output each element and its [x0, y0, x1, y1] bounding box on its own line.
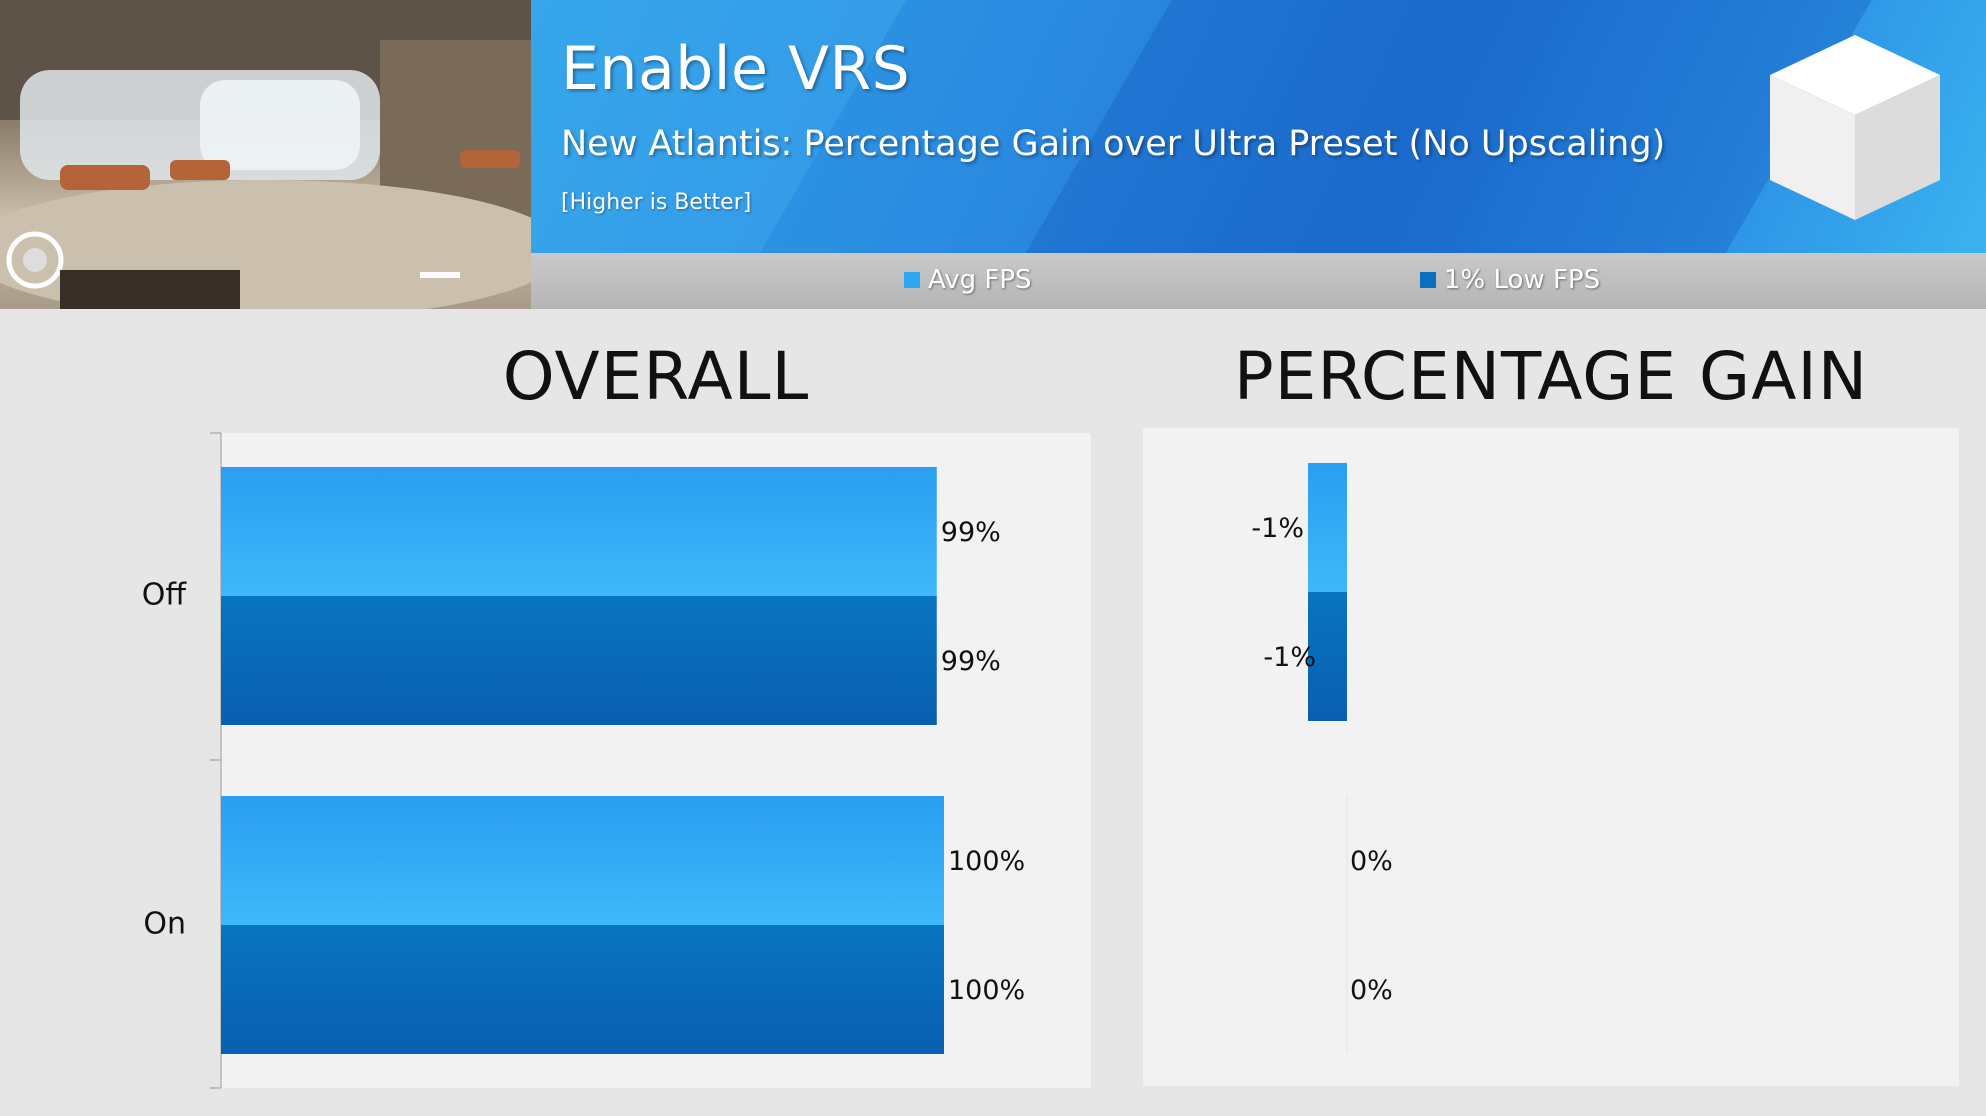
overall-bar-avg	[221, 467, 937, 596]
overall-data-label: 100%	[948, 975, 1025, 1006]
legend-item-avg-fps: Avg FPS	[904, 265, 1032, 295]
overall-bar-low	[221, 596, 937, 725]
gain-data-label: -1%	[1263, 642, 1316, 673]
page-subtitle: New Atlantis: Percentage Gain over Ultra…	[561, 124, 1666, 164]
page-title: Enable VRS	[561, 34, 911, 104]
overall-category-label: On	[143, 907, 186, 942]
gain-bar-avg	[1308, 463, 1347, 592]
legend-swatch-low	[1420, 272, 1436, 288]
game-screenshot-thumbnail	[0, 0, 531, 309]
overall-category-label: Off	[142, 578, 188, 613]
overall-data-label: 99%	[941, 517, 1001, 548]
gain-data-label: 0%	[1350, 975, 1393, 1006]
legend-label-avg: Avg FPS	[928, 265, 1032, 295]
gain-data-label: -1%	[1251, 513, 1304, 544]
gain-data-label: 0%	[1350, 846, 1393, 877]
overall-bar-low	[221, 925, 944, 1054]
legend-swatch-avg	[904, 272, 920, 288]
overall-chart-title: OVERALL	[502, 338, 810, 415]
legend-bar: Avg FPS 1% Low FPS	[531, 253, 1986, 309]
header-banner	[531, 0, 1986, 253]
gain-bar-low	[1308, 592, 1347, 721]
higher-is-better-note: [Higher is Better]	[561, 190, 752, 215]
overall-bar-avg	[221, 796, 944, 925]
overall-data-label: 100%	[948, 846, 1025, 877]
cube-logo-icon	[1770, 35, 1940, 220]
percentage-gain-chart-title: PERCENTAGE GAIN	[1233, 338, 1869, 415]
legend-item-low-fps: 1% Low FPS	[1420, 265, 1600, 295]
percentage-gain-chart-panel	[1143, 428, 1959, 1086]
legend-label-low: 1% Low FPS	[1444, 265, 1601, 295]
overall-data-label: 99%	[941, 646, 1001, 677]
